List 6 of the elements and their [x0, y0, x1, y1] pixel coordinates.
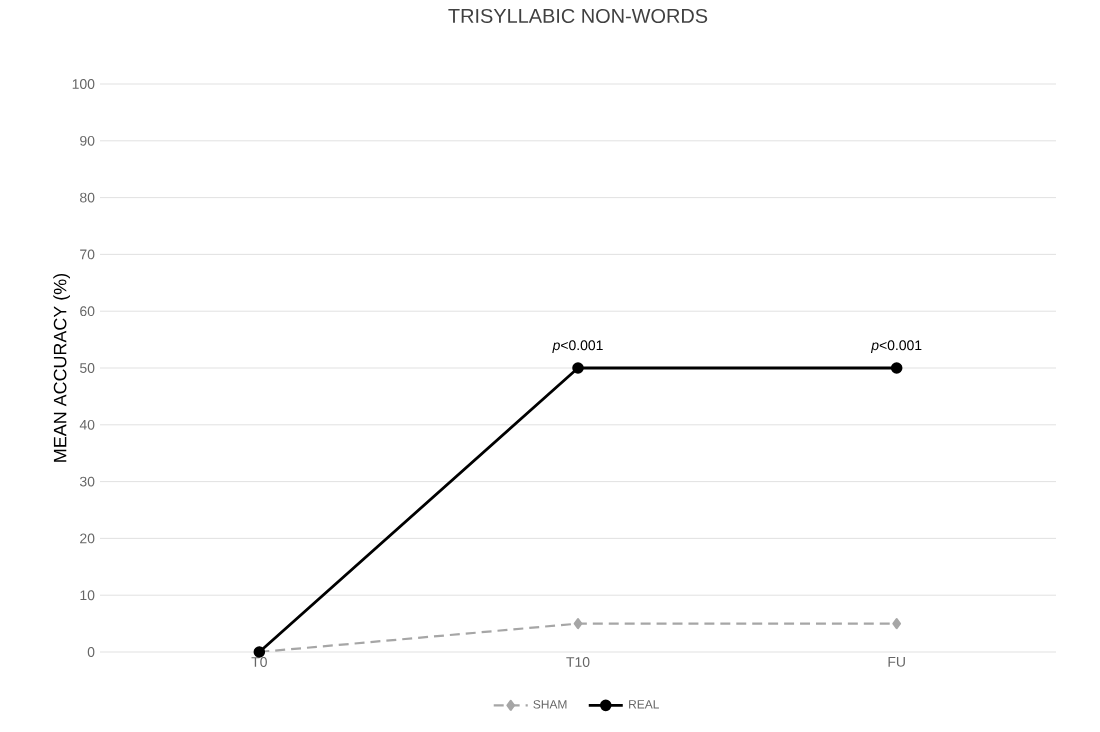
- point: [890, 362, 903, 374]
- chart-title: TRISYLLABIC NON-WORDS: [448, 8, 708, 23]
- point: [572, 362, 584, 374]
- point: [573, 618, 583, 630]
- y-axis-title: MEAN ACCURACY (%): [53, 273, 70, 462]
- point: [892, 618, 902, 630]
